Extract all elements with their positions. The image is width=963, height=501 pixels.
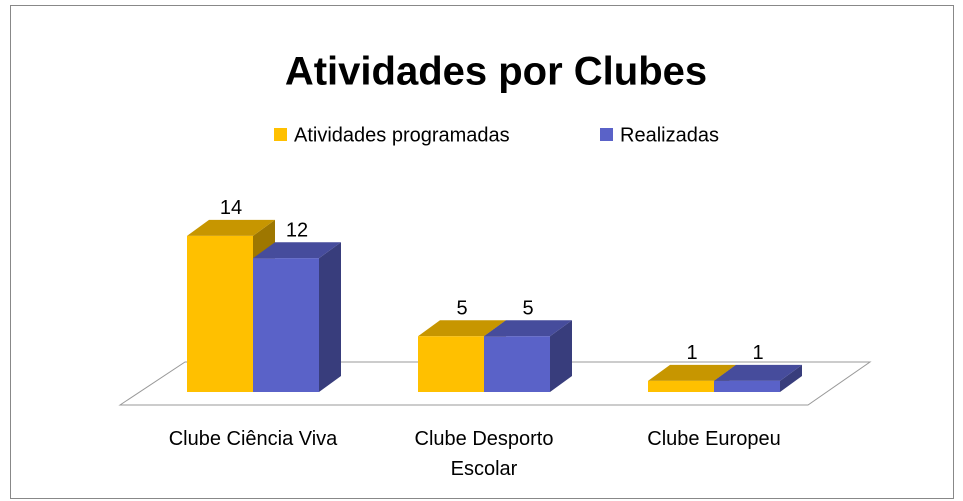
bar-side: [780, 364, 802, 392]
data-label: 14: [220, 197, 242, 219]
bar-top: [648, 364, 736, 381]
legend-label: Realizadas: [620, 124, 719, 146]
bar: [187, 235, 253, 392]
data-label: 5: [522, 298, 533, 320]
bar-side: [319, 242, 341, 392]
bar-top: [253, 242, 341, 259]
bar-top: [418, 320, 506, 337]
legend-swatch: [274, 128, 287, 141]
x-tick-label: Clube Ciência Viva: [168, 428, 338, 450]
data-label: 12: [286, 219, 308, 241]
bar: [714, 380, 780, 392]
bar: [648, 380, 714, 392]
chart-title: Atividades por Clubes: [285, 50, 707, 94]
bar-top: [714, 364, 802, 381]
data-label: 1: [686, 342, 697, 364]
bar-side: [550, 320, 572, 392]
bar-top: [187, 219, 275, 236]
bar: [484, 336, 550, 392]
bar: [253, 258, 319, 392]
legend-swatch: [600, 128, 613, 141]
chart-border: [10, 5, 954, 499]
legend-label: Atividades programadas: [294, 124, 510, 146]
data-label: 1: [752, 342, 763, 364]
bar: [418, 336, 484, 392]
x-tick-label: Clube Desporto Escolar: [414, 428, 554, 480]
data-label: 5: [456, 298, 467, 320]
bar-top: [484, 320, 572, 337]
x-tick-label: Clube Europeu: [647, 428, 781, 450]
